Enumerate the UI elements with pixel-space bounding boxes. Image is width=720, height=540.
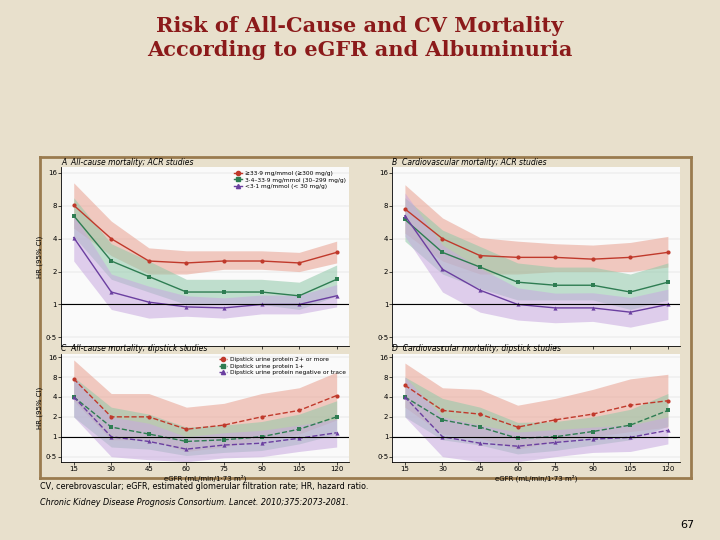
Y-axis label: HR (95% CI): HR (95% CI): [37, 387, 43, 429]
Text: Chronic Kidney Disease Prognosis Consortium. Lancet. 2010;375:2073-2081.: Chronic Kidney Disease Prognosis Consort…: [40, 498, 348, 507]
Legend: Dipstick urine protein 2+ or more, Dipstick urine protein 1+, Dipstick urine pro: Dipstick urine protein 2+ or more, Dipst…: [218, 356, 346, 376]
Y-axis label: HR (95% CI): HR (95% CI): [37, 235, 43, 278]
Text: 67: 67: [680, 520, 695, 530]
X-axis label: eGFR (mL/min/1·73 m²): eGFR (mL/min/1·73 m²): [495, 475, 577, 482]
Text: D  Cardiovascular mortality; dipstick studies: D Cardiovascular mortality; dipstick stu…: [392, 344, 562, 353]
Text: Risk of All-Cause and CV Mortality
According to eGFR and Albuminuria: Risk of All-Cause and CV Mortality Accor…: [148, 16, 572, 60]
Text: CV, cerebrovascular; eGFR, estimated glomerular filtration rate; HR, hazard rati: CV, cerebrovascular; eGFR, estimated glo…: [40, 482, 368, 491]
Text: B  Cardiovascular mortality; ACR studies: B Cardiovascular mortality; ACR studies: [392, 158, 547, 167]
Text: A  All-cause mortality; ACR studies: A All-cause mortality; ACR studies: [61, 158, 194, 167]
Text: C  All-cause mortality; dipstick studies: C All-cause mortality; dipstick studies: [61, 344, 207, 353]
X-axis label: eGFR (mL/min/1·73 m²): eGFR (mL/min/1·73 m²): [164, 475, 246, 482]
Legend: ≥33·9 mg/mmol (≥300 mg/g), 3·4–33·9 mg/mmol (30–299 mg/g), <3·1 mg/mmol (< 30 mg: ≥33·9 mg/mmol (≥300 mg/g), 3·4–33·9 mg/m…: [233, 170, 346, 190]
